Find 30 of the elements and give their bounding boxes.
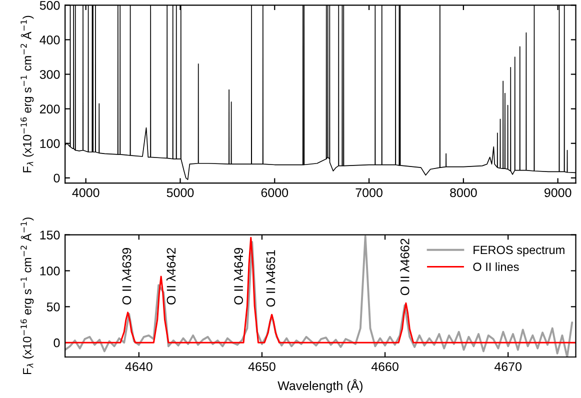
x-tick-label: 4670 — [494, 362, 522, 372]
y-tick-label: 0 — [54, 338, 60, 348]
y-tick-label: 100 — [40, 139, 60, 148]
y-tick-label: 150 — [40, 230, 60, 240]
y-tick-label: 200 — [40, 104, 60, 114]
y-tick-label: 50 — [46, 302, 60, 312]
annotation: O II λ4639 — [122, 248, 132, 305]
x-tick-label: 4000 — [72, 188, 100, 198]
annotation: O II λ4642 — [166, 248, 176, 304]
text: F$_{λ}$ (x10$^{−16}$ erg s$^{−1}$ cm$^{−2}$ Å$^{−1}$) — [20, 16, 34, 172]
annotation: O II λ4662 — [400, 238, 410, 296]
y-tick-label: 500 — [40, 0, 60, 10]
y-tick-label: 0 — [54, 174, 60, 183]
x-tick-label: 6000 — [261, 188, 288, 198]
x-tick-label: 4660 — [371, 362, 398, 372]
x-tick-label: 8000 — [450, 188, 477, 198]
x-tick-label: 9000 — [544, 188, 572, 198]
x-tick-label: 4640 — [125, 362, 152, 372]
x-axis-title: Wavelength (Å) — [278, 379, 362, 393]
legend-label: O II lines — [473, 262, 519, 272]
y-tick-label: 300 — [40, 70, 60, 79]
text: F$_{λ}$ (x10$^{−16}$ erg s$^{−1}$ cm$^{−2}$ Å$^{−1}$) — [20, 218, 34, 374]
legend-label: FEROS spectrum — [474, 246, 564, 256]
x-tick-label: 4650 — [248, 362, 276, 372]
x-tick-label: 5000 — [166, 188, 194, 198]
annotation: O II λ4651 — [266, 250, 276, 307]
annotation: O II λ4649 — [234, 248, 244, 304]
y-tick-label: 400 — [40, 36, 60, 44]
y-tick-label: 100 — [40, 266, 60, 276]
x-tick-label: 7000 — [356, 188, 382, 198]
